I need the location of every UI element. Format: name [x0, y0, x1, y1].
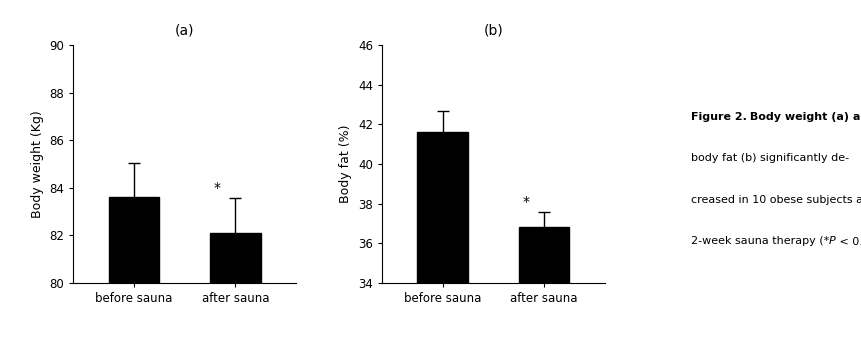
Text: body fat (b) significantly de-: body fat (b) significantly de- — [690, 153, 848, 163]
Bar — [108, 197, 159, 349]
Text: Body weight (a) and: Body weight (a) and — [746, 112, 861, 122]
Text: *: * — [214, 181, 220, 195]
Title: (b): (b) — [483, 23, 503, 37]
Bar — [518, 227, 568, 349]
Y-axis label: Body weight (Kg): Body weight (Kg) — [31, 110, 44, 218]
Text: 2-week sauna therapy (*: 2-week sauna therapy (* — [690, 236, 827, 246]
Y-axis label: Body fat (%): Body fat (%) — [339, 125, 352, 203]
Text: P: P — [827, 236, 834, 246]
Text: creased in 10 obese subjects after: creased in 10 obese subjects after — [690, 195, 861, 205]
Title: (a): (a) — [175, 23, 195, 37]
Text: Figure 2.: Figure 2. — [690, 112, 746, 122]
Bar — [210, 233, 260, 349]
Text: *: * — [522, 195, 529, 209]
Text: < 0.05).: < 0.05). — [834, 236, 861, 246]
Bar — [417, 132, 468, 349]
